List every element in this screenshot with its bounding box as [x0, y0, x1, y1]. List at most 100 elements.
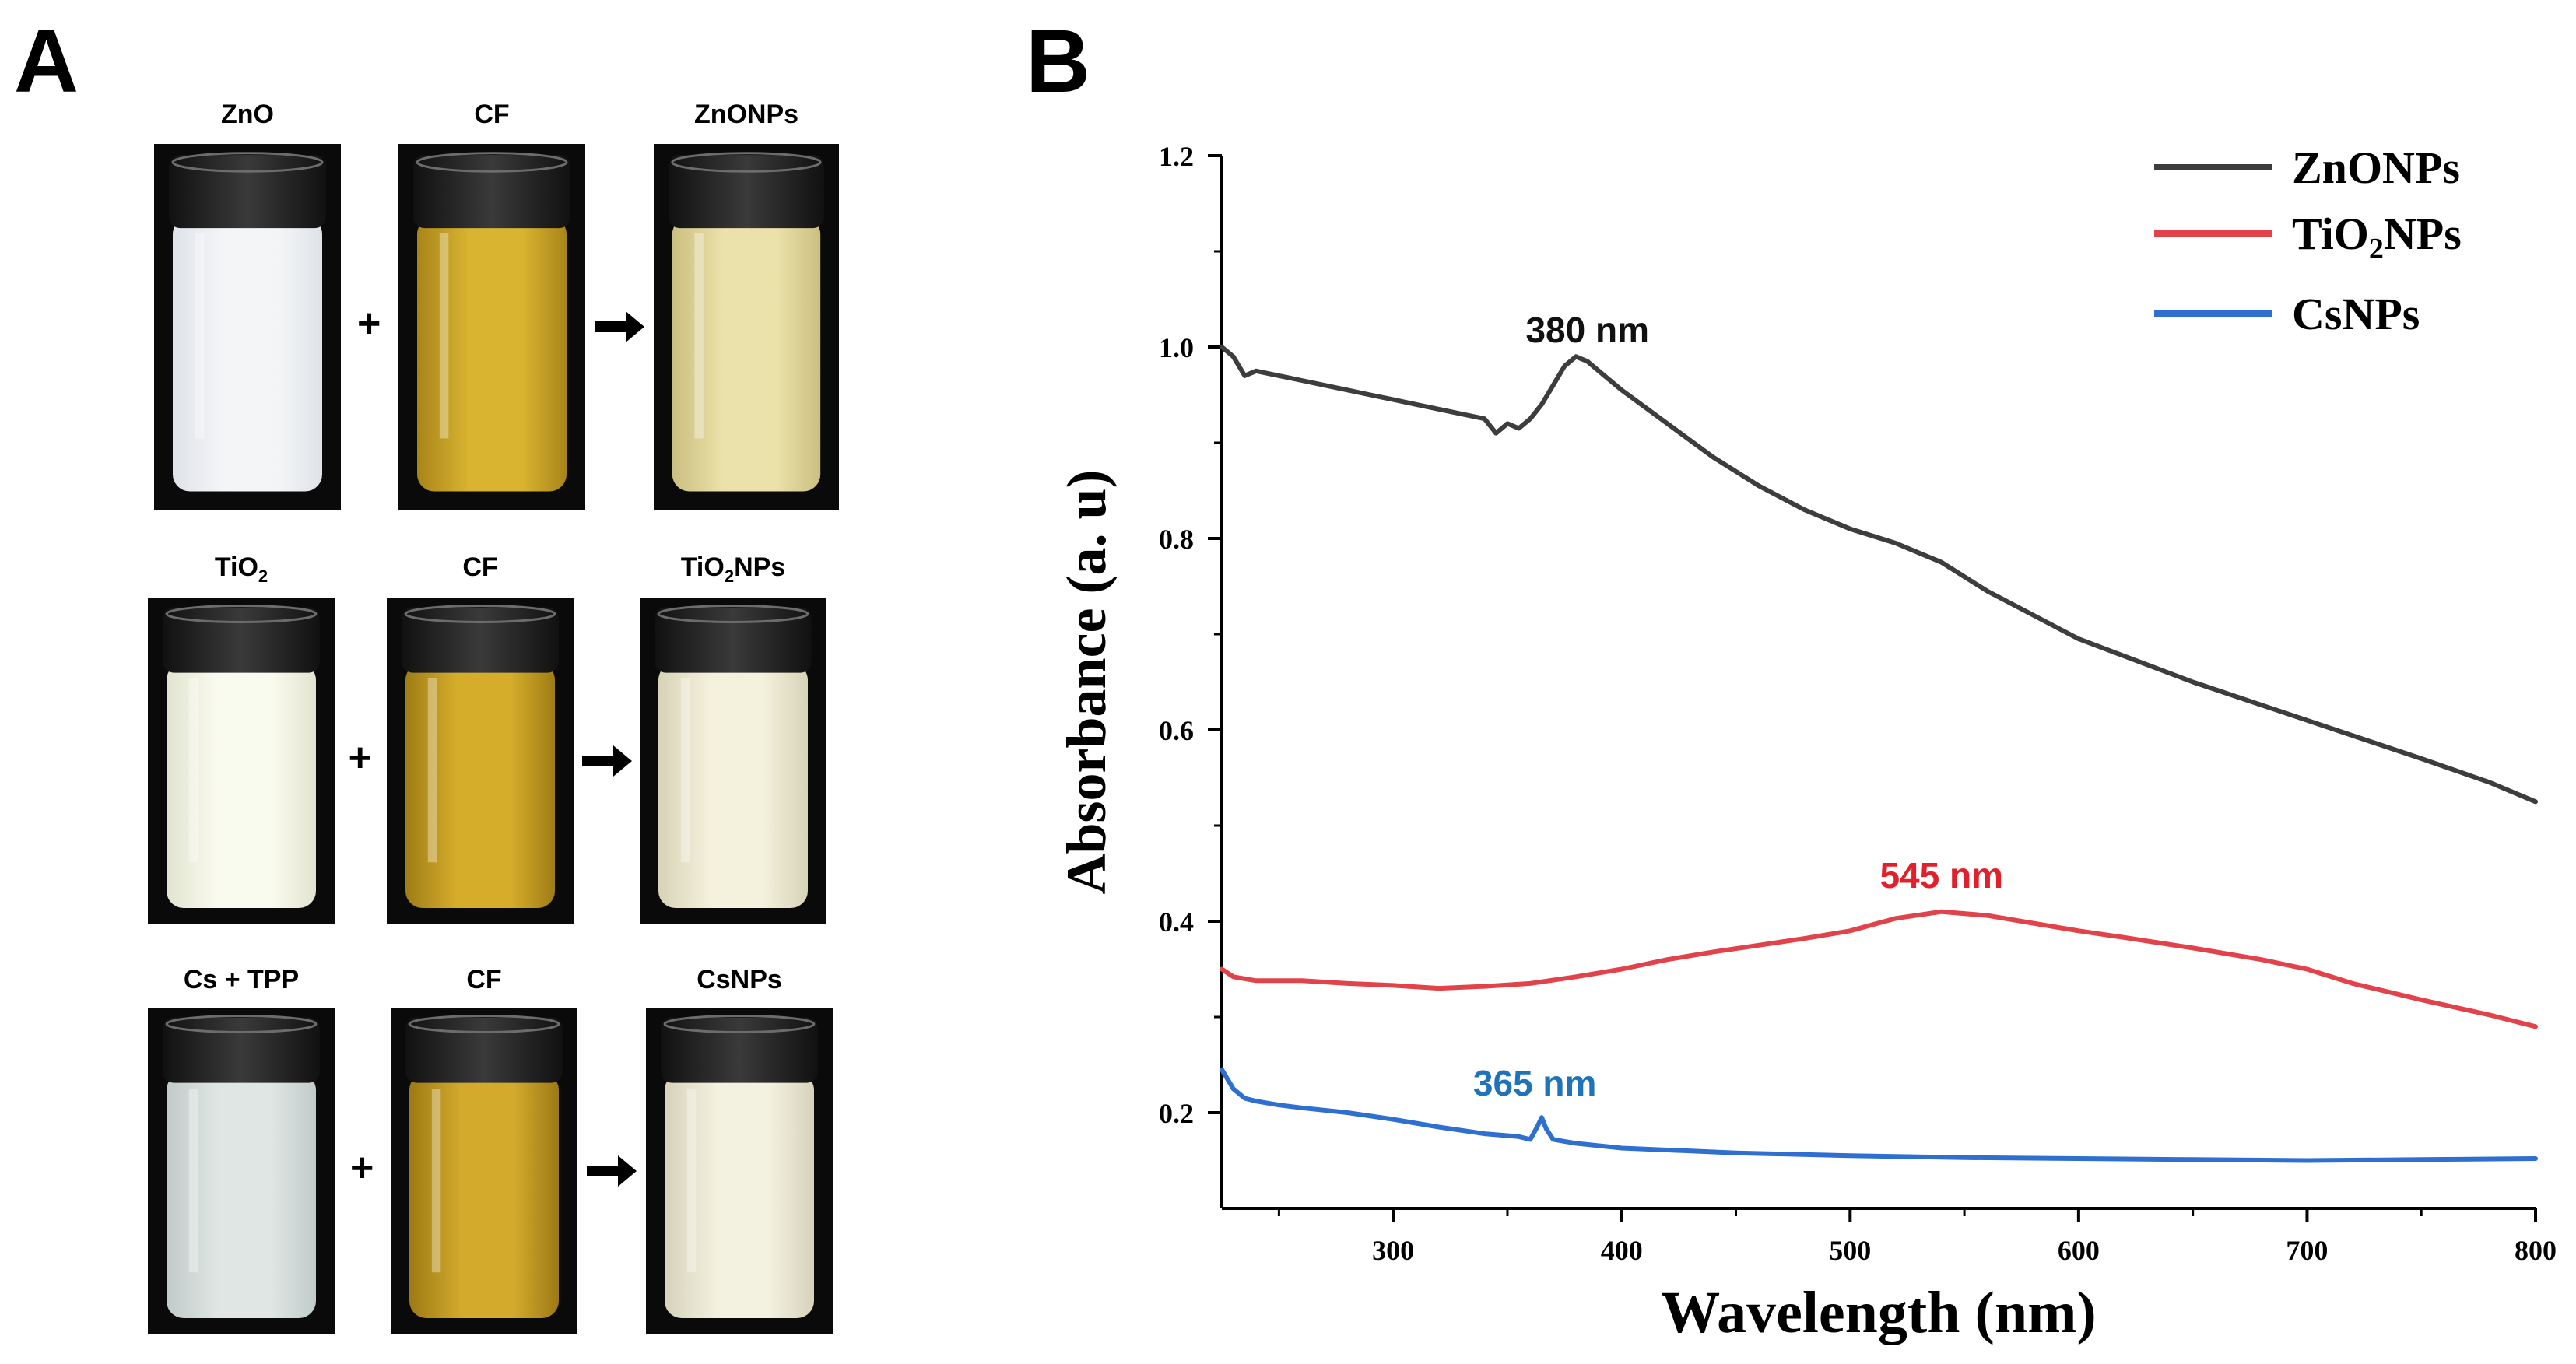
y-tick-label: 0.8 — [1159, 524, 1194, 555]
vial-photo — [148, 1008, 335, 1334]
vial-liquid — [417, 217, 567, 492]
vial-cap-rim — [408, 1015, 560, 1033]
vial-cap — [655, 607, 812, 673]
legend-label-main: TiO — [2292, 209, 2369, 259]
vial-label-main: CF — [474, 100, 510, 129]
vial-drawing — [655, 605, 812, 908]
vial-drawing — [402, 605, 559, 908]
x-tick-label: 600 — [2058, 1235, 2100, 1266]
vial-highlight — [188, 1089, 198, 1273]
peak-annotation: 545 nm — [1879, 855, 2003, 896]
vial-drawing — [661, 1015, 818, 1318]
arrow-right-icon — [587, 1155, 637, 1187]
vial-cap — [405, 1017, 563, 1083]
vial-label: CsNPs — [646, 965, 833, 995]
vial-cap-rim — [165, 605, 318, 623]
vial-label-main: ZnO — [221, 100, 274, 129]
vial-liquid — [167, 663, 316, 908]
vial-cap-rim — [671, 152, 822, 173]
vial-highlight — [427, 678, 437, 863]
panel-b-label: B — [1026, 12, 1091, 111]
vial-photo — [398, 144, 585, 510]
vial-highlight — [195, 233, 205, 439]
vial-liquid — [173, 217, 322, 492]
vial-photo — [148, 598, 335, 924]
legend-label-main: ZnONPs — [2292, 142, 2460, 193]
y-axis-title: Absorbance (a. u) — [1055, 469, 1118, 894]
peak-annotation: 380 nm — [1525, 310, 1649, 350]
x-tick-label: 700 — [2286, 1235, 2328, 1266]
vial-cap — [669, 155, 824, 229]
vial-photo — [654, 144, 839, 510]
x-tick-label: 800 — [2515, 1235, 2557, 1266]
series-line-znonps — [1220, 345, 2538, 805]
x-axis-title: Wavelength (nm) — [1661, 1280, 2096, 1345]
vial-cap-rim — [657, 605, 809, 623]
vial-label: ZnONPs — [654, 100, 839, 130]
vial-cap — [661, 1017, 818, 1083]
vial-photo — [154, 144, 341, 510]
vial-label-suffix: NPs — [734, 552, 786, 582]
vial-liquid — [658, 663, 808, 908]
legend-label-csnps: CsNPs — [2292, 289, 2420, 339]
vial-label: TiO2 — [148, 552, 335, 587]
vial-photo — [387, 598, 574, 924]
series-line-tio2nps — [1220, 909, 2538, 1029]
vial-cap-rim — [165, 1015, 318, 1033]
vial-highlight — [694, 233, 704, 439]
vial-label: TiO2NPs — [640, 552, 826, 587]
vial-liquid — [672, 217, 821, 492]
x-tick-label: 400 — [1601, 1235, 1643, 1266]
vial-label-main: TiO — [214, 552, 258, 582]
vial-drawing — [163, 605, 320, 908]
y-tick-label: 0.6 — [1159, 715, 1194, 746]
plus-sign: + — [357, 301, 381, 346]
peak-annotation: 365 nm — [1473, 1063, 1597, 1103]
vial-highlight — [188, 678, 198, 863]
vial-cap — [402, 607, 559, 673]
vial-label-main: CsNPs — [697, 965, 782, 994]
vial-label: CF — [398, 100, 585, 130]
panel-a-label: A — [14, 12, 79, 111]
y-tick-label: 0.2 — [1159, 1098, 1194, 1129]
series-line-csnps — [1220, 1067, 2538, 1163]
vial-label: ZnO — [154, 100, 341, 130]
vial-cap — [169, 155, 326, 229]
legend-label-subscript: 2 — [2369, 233, 2384, 265]
vial-label: Cs + TPP — [148, 965, 335, 995]
vial-label-subscript: 2 — [724, 566, 735, 586]
legend-label-tail: NPs — [2384, 209, 2462, 259]
vial-label-subscript: 2 — [258, 566, 268, 586]
vial-highlight — [431, 1089, 441, 1273]
vial-label: CF — [391, 965, 577, 995]
vial-highlight — [686, 1089, 697, 1273]
vial-drawing — [413, 152, 570, 492]
vial-liquid — [665, 1073, 814, 1318]
vial-label-main: CF — [462, 552, 498, 582]
vial-label-main: ZnONPs — [693, 100, 799, 129]
vial-drawing — [169, 152, 326, 492]
vial-photo — [640, 598, 826, 924]
arrow-right-icon — [581, 745, 632, 777]
y-tick-label: 1.0 — [1159, 332, 1194, 363]
plus-sign: + — [348, 735, 372, 780]
vial-drawing — [669, 152, 824, 492]
vial-drawing — [163, 1015, 320, 1318]
legend-label-main: CsNPs — [2292, 289, 2420, 339]
x-tick-label: 300 — [1372, 1235, 1414, 1266]
legend-label-znonps: ZnONPs — [2292, 142, 2460, 193]
vial-label-main: CF — [466, 965, 502, 994]
vial-liquid — [409, 1073, 559, 1318]
arrow-right-icon — [595, 311, 644, 342]
vial-cap-rim — [171, 152, 324, 173]
vial-cap-rim — [404, 605, 556, 623]
vial-liquid — [405, 663, 555, 908]
plus-sign: + — [350, 1145, 374, 1190]
vial-cap — [163, 1017, 320, 1083]
vial-highlight — [439, 233, 449, 439]
vial-cap-rim — [416, 152, 568, 173]
vial-liquid — [167, 1073, 316, 1318]
vial-label-main: TiO — [680, 552, 725, 582]
vial-cap — [163, 607, 320, 673]
